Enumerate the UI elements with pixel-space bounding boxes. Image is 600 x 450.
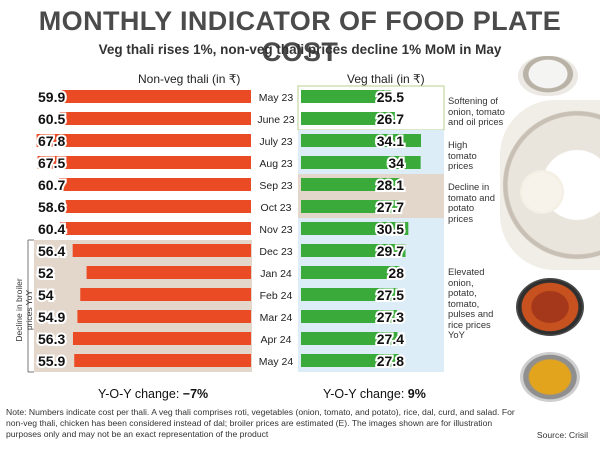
month-label-11: Apr 24	[261, 334, 292, 346]
veg-bar-12	[301, 354, 399, 367]
veg-value-6: 30.5	[377, 221, 404, 237]
nonveg-bar-1	[59, 112, 252, 125]
nonveg-bar-5	[65, 200, 252, 213]
annotation-high-tomato: High tomato prices	[448, 139, 477, 171]
veg-value-1: 26.7	[377, 111, 404, 127]
veg-value-5: 27.7	[377, 199, 404, 215]
annotation-elevated-prices: Elevated onion, potato, tomato, pulses a…	[448, 266, 494, 340]
nonveg-value-8: 52	[38, 265, 54, 281]
nonveg-bar-7	[72, 244, 251, 257]
nonveg-bar-12	[74, 354, 251, 367]
month-label-7: Dec 23	[259, 246, 292, 258]
month-label-10: Mar 24	[260, 312, 293, 324]
nonveg-bar-9	[80, 288, 251, 301]
nonveg-bar-8	[86, 266, 252, 279]
month-label-9: Feb 24	[260, 290, 293, 302]
nonveg-bar-0	[61, 90, 252, 103]
nonveg-yoy-value: −7%	[182, 387, 209, 401]
annotation-decline-tomato-potato: Decline in tomato and potato prices	[448, 181, 495, 224]
veg-value-0: 25.5	[377, 89, 404, 105]
veg-value-11: 27.4	[377, 331, 404, 347]
nonveg-bar-11	[72, 332, 251, 345]
veg-bar-10	[301, 310, 398, 323]
nonveg-value-4: 60.7	[38, 177, 65, 193]
month-label-3: Aug 23	[259, 158, 292, 170]
nonveg-value-7: 56.4	[38, 243, 65, 259]
chart-title: MONTHLY INDICATOR OF FOOD PLATE COST	[38, 6, 562, 67]
curry-bowl-image	[516, 278, 584, 336]
nonveg-value-1: 60.5	[38, 111, 65, 127]
nonveg-bar-6	[60, 222, 251, 235]
nonveg-bar-10	[77, 310, 251, 323]
veg-bar-5	[301, 200, 399, 213]
nonveg-value-12: 55.9	[38, 353, 65, 369]
nonveg-value-3: 67.5	[38, 155, 65, 171]
veg-bar-1	[301, 112, 395, 125]
nonveg-value-5: 58.6	[38, 199, 65, 215]
nonveg-value-10: 54.9	[38, 309, 65, 325]
nonveg-header: Non-veg thali (in ₹)	[138, 72, 241, 86]
month-label-1: June 23	[257, 114, 295, 126]
month-label-0: May 23	[259, 92, 294, 104]
month-label-6: Nov 23	[259, 224, 292, 236]
month-label-4: Sep 23	[259, 180, 292, 192]
source-note: Source: Crisil	[536, 430, 588, 440]
veg-value-7: 29.7	[377, 243, 404, 259]
veg-header: Veg thali (in ₹)	[347, 72, 425, 86]
annotation-softening: Softening of onion, tomato and oil price…	[448, 95, 505, 127]
broiler-annotation: Decline in broiler prices YoY	[14, 278, 34, 342]
veg-yoy: Y-O-Y change: 9%	[323, 387, 426, 401]
rice-image	[520, 170, 564, 214]
veg-value-10: 27.3	[377, 309, 404, 325]
veg-yoy-value: 9%	[407, 387, 426, 401]
veg-value-2: 34.1	[377, 133, 404, 149]
nonveg-value-6: 60.4	[38, 221, 65, 237]
veg-value-9: 27.5	[377, 287, 404, 303]
month-label-8: Jan 24	[260, 268, 292, 280]
veg-bar-11	[301, 332, 398, 345]
curd-bowl-image	[518, 56, 578, 96]
veg-yoy-label: Y-O-Y change:	[323, 387, 405, 401]
veg-bar-6	[301, 222, 409, 235]
month-label-2: July 23	[259, 136, 292, 148]
nonveg-bar-3	[37, 156, 251, 169]
nonveg-value-2: 67.8	[38, 133, 65, 149]
dal-bowl-image	[520, 352, 580, 402]
veg-bar-8	[301, 266, 400, 279]
veg-value-4: 28.1	[377, 177, 404, 193]
month-label-5: Oct 23	[261, 202, 292, 214]
veg-bar-3	[301, 156, 421, 169]
nonveg-yoy: Y-O-Y change: −7%	[98, 387, 208, 401]
veg-bar-9	[301, 288, 398, 301]
veg-value-8: 28	[388, 265, 404, 281]
nonveg-value-9: 54	[38, 287, 54, 303]
month-label-12: May 24	[259, 356, 294, 368]
veg-bar-4	[301, 178, 400, 191]
footnote: Note: Numbers indicate cost per thali. A…	[6, 407, 515, 439]
nonveg-band-broiler	[34, 240, 252, 372]
veg-bar-2	[301, 134, 421, 147]
nonveg-yoy-label: Y-O-Y change:	[98, 387, 180, 401]
veg-bar-0	[301, 90, 391, 103]
veg-value-12: 27.8	[377, 353, 404, 369]
nonveg-bar-2	[36, 134, 251, 147]
nonveg-value-11: 56.3	[38, 331, 65, 347]
nonveg-bar-4	[59, 178, 251, 191]
veg-bar-7	[301, 244, 406, 257]
chart-subtitle: Veg thali rises 1%, non-veg thali prices…	[98, 42, 502, 57]
nonveg-value-0: 59.9	[38, 89, 65, 105]
veg-value-3: 34	[388, 155, 404, 171]
